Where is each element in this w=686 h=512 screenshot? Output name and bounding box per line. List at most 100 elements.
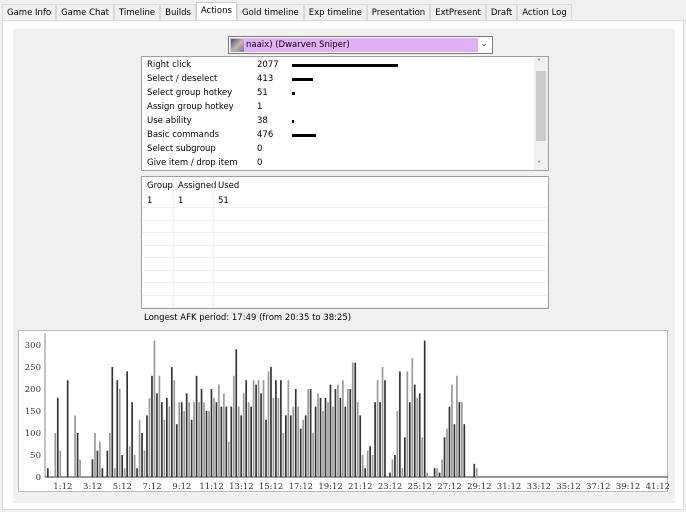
y-tick-label: 50 <box>30 451 41 461</box>
chart-bar <box>232 375 235 477</box>
chart-bar <box>369 446 371 477</box>
scroll-up-icon[interactable]: ˄ <box>537 58 541 67</box>
action-label: Select group hotkey <box>147 88 233 98</box>
grid-column-line <box>213 177 214 308</box>
tab-builds[interactable]: Builds <box>160 4 196 21</box>
chart-bar <box>337 384 339 477</box>
chart-bar <box>408 402 411 477</box>
chart-bar <box>250 406 252 477</box>
chart-bar <box>314 406 317 477</box>
chart-bar <box>404 437 406 477</box>
player-select-value: naaix) (Dwarven Sniper) <box>246 40 350 50</box>
chart-bar <box>185 393 188 477</box>
actions-chart: 0 50 100 150 200 250 300 1:12 3:12 5:12 7:12 9:12 11… <box>18 330 669 492</box>
tab-presentation[interactable]: Presentation <box>366 4 431 21</box>
chart-bar <box>262 380 265 477</box>
tab-exp-timeline[interactable]: Exp timeline <box>303 4 367 21</box>
y-tick-label: 150 <box>25 407 41 417</box>
chart-bar <box>148 397 151 477</box>
chart-bar <box>446 428 448 477</box>
chart-bar <box>230 406 233 477</box>
chart-bar <box>356 402 359 477</box>
chevron-down-icon[interactable]: ⌄ <box>480 39 488 49</box>
chart-bar <box>121 455 124 477</box>
tab-gold-timeline[interactable]: Gold timeline <box>236 4 304 21</box>
chart-bar <box>351 362 354 477</box>
chart-bar <box>170 367 173 477</box>
tab-draft[interactable]: Draft <box>485 4 518 21</box>
chart-bar <box>193 402 195 477</box>
chart-bar <box>456 375 458 477</box>
chart-bar <box>406 371 409 477</box>
chart-bar <box>126 371 129 477</box>
scroll-down-icon[interactable]: ˅ <box>537 160 541 169</box>
x-tick-label: 23:12 <box>378 482 403 492</box>
chart-bar <box>178 402 181 477</box>
chart-bar <box>285 415 287 477</box>
player-select[interactable]: naaix) (Dwarven Sniper) ⌄ <box>228 36 493 54</box>
chart-bar <box>411 358 414 477</box>
chart-bar <box>54 433 57 477</box>
chart-bar <box>277 397 280 477</box>
tab-extpresent[interactable]: ExtPresent <box>430 4 486 21</box>
chart-bar <box>270 367 272 477</box>
x-tick-label: 31:12 <box>497 482 522 492</box>
chart-bar <box>260 393 262 477</box>
chart-bar <box>265 419 267 477</box>
chart-bar <box>332 406 334 477</box>
chart-bar <box>376 380 379 477</box>
chart-bar <box>188 402 190 477</box>
grid-line <box>142 244 548 246</box>
action-row: Give item / drop item 0 <box>147 156 292 170</box>
chart-bar <box>451 384 453 477</box>
chart-bar <box>339 397 342 477</box>
chart-bar <box>205 411 208 477</box>
x-tick-label: 27:12 <box>437 482 462 492</box>
chart-bar <box>342 380 344 477</box>
chart-bar <box>101 468 104 477</box>
chart-bar <box>59 450 62 477</box>
chart-bar <box>237 406 240 477</box>
grid-line <box>142 294 548 296</box>
action-count: 0 <box>257 158 263 168</box>
actions-scrollbar[interactable]: ˄ ˅ <box>534 57 548 170</box>
action-count: 0 <box>257 144 263 154</box>
action-row: Use ability 38 <box>147 114 294 128</box>
chart-bar <box>416 397 419 477</box>
chart-bar <box>163 419 166 477</box>
chart-bar <box>421 437 424 477</box>
column-header-group[interactable]: Group <box>147 181 173 191</box>
chart-bar <box>247 402 250 477</box>
tab-timeline[interactable]: Timeline <box>113 4 161 21</box>
y-tick-label: 200 <box>25 385 41 395</box>
tab-game-info[interactable]: Game Info <box>2 4 57 21</box>
chart-bar <box>418 393 421 477</box>
chart-bar <box>436 468 438 477</box>
tab-action-log[interactable]: Action Log <box>517 4 572 21</box>
chart-bar <box>379 402 381 477</box>
scroll-thumb[interactable] <box>536 71 546 141</box>
chart-bar <box>423 340 426 477</box>
chart-bar <box>91 459 94 477</box>
chart-bar <box>294 389 297 477</box>
column-header-assigned[interactable]: Assigned <box>178 181 217 191</box>
chart-bar <box>210 389 213 477</box>
tab-actions[interactable]: Actions <box>195 2 237 21</box>
action-label: Assign group hotkey <box>147 102 234 112</box>
chart-bar <box>153 340 156 477</box>
y-tick-label: 250 <box>25 363 41 373</box>
column-header-used[interactable]: Used <box>218 181 240 191</box>
table-cell: 1 <box>178 196 184 206</box>
chart-bar <box>299 428 302 477</box>
chart-bar <box>235 349 238 477</box>
tab-game-chat[interactable]: Game Chat <box>56 4 114 21</box>
chart-bar <box>312 433 314 477</box>
grid-line <box>142 257 548 258</box>
chart-bar <box>475 468 478 477</box>
chart-bar <box>252 380 255 477</box>
action-bar <box>292 91 295 95</box>
action-row: Select subgroup 0 <box>147 142 292 156</box>
x-tick-label: 33:12 <box>527 482 552 492</box>
chart-bar <box>106 450 109 477</box>
chart-bar <box>461 402 463 477</box>
